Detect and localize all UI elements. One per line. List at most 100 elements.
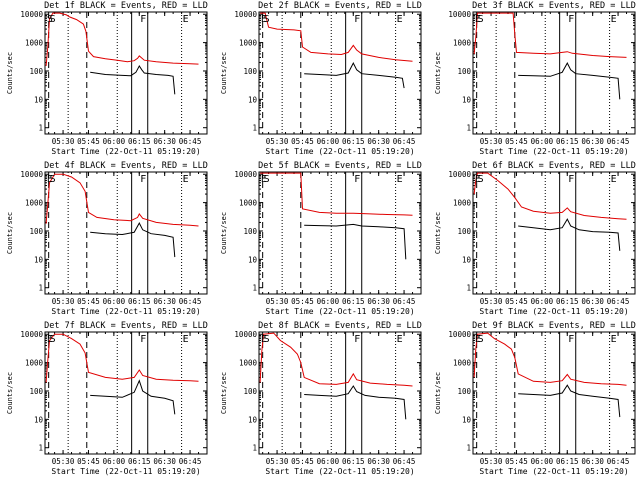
state-marker: S: [478, 334, 484, 345]
x-tick-label: 06:15: [556, 297, 579, 306]
plot-frame: [258, 11, 422, 135]
chart-panel-8: Det 8f BLACK = Events, RED = LLD Start Ti…: [220, 321, 422, 476]
state-marker: F: [354, 174, 360, 185]
x-tick-label: 05:30: [480, 137, 503, 146]
chart-title: Det 7f BLACK = Events, RED = LLD: [44, 321, 208, 331]
state-marker: F: [140, 14, 146, 25]
state-marker: F: [354, 14, 360, 25]
x-tick-label: 06:00: [531, 137, 554, 146]
state-marker: S: [50, 334, 56, 345]
x-tick-label: 06:30: [153, 297, 176, 306]
y-tick-label: 10: [34, 95, 44, 104]
x-tick-label: 06:00: [531, 457, 554, 466]
y-axis-label: Counts/sec: [6, 372, 14, 414]
x-tick-label: 06:30: [153, 457, 176, 466]
plot-frame: [472, 331, 636, 455]
series-line-lld: [259, 332, 413, 387]
x-axis-label: Start Time (22-Oct-11 05:19:20): [479, 307, 628, 316]
x-tick-label: 06:30: [581, 457, 604, 466]
state-marker: E: [475, 174, 481, 185]
series-line-events: [90, 222, 176, 258]
y-tick-label: 10: [248, 95, 258, 104]
x-tick-label: 05:45: [291, 297, 314, 306]
x-tick-label: 06:45: [179, 457, 202, 466]
x-tick-label: 06:15: [556, 137, 579, 146]
y-tick-label: 100: [243, 227, 257, 236]
state-marker: E: [397, 14, 403, 25]
state-marker: E: [183, 14, 189, 25]
chart-title: Det 4f BLACK = Events, RED = LLD: [44, 161, 208, 171]
x-tick-label: 06:00: [317, 457, 340, 466]
state-marker: S: [478, 174, 484, 185]
chart-panel-7: Det 7f BLACK = Events, RED = LLD Start Ti…: [6, 321, 208, 476]
x-axis-label: Start Time (22-Oct-11 05:19:20): [265, 307, 414, 316]
x-tick-label: 06:45: [393, 457, 416, 466]
y-axis-label: Counts/sec: [434, 372, 442, 414]
state-marker: F: [568, 14, 574, 25]
x-tick-label: 05:45: [505, 137, 528, 146]
y-tick-label: 1: [466, 124, 471, 133]
y-tick-label: 10000: [234, 10, 257, 19]
x-tick-label: 05:45: [505, 457, 528, 466]
state-marker: E: [611, 174, 617, 185]
x-axis-label: Start Time (22-Oct-11 05:19:20): [479, 147, 628, 156]
state-marker: E: [47, 334, 53, 345]
x-tick-label: 05:30: [52, 137, 75, 146]
x-tick-label: 06:00: [317, 297, 340, 306]
y-tick-label: 10: [248, 415, 258, 424]
y-axis-label: Counts/sec: [6, 52, 14, 94]
state-marker: E: [183, 174, 189, 185]
y-tick-label: 10000: [448, 10, 471, 19]
series-line-lld: [260, 172, 413, 216]
series-line-lld: [45, 12, 199, 67]
chart-panel-9: Det 9f BLACK = Events, RED = LLD Start Ti…: [434, 321, 636, 476]
y-tick-label: 10000: [20, 170, 43, 179]
state-marker: F: [140, 174, 146, 185]
chart-panel-3: Det 3f BLACK = Events, RED = LLD Start Ti…: [434, 1, 636, 156]
y-axis-label: Counts/sec: [434, 52, 442, 94]
state-marker: E: [261, 334, 267, 345]
chart-title: Det 8f BLACK = Events, RED = LLD: [258, 321, 422, 331]
x-tick-label: 06:00: [103, 457, 126, 466]
x-tick-label: 05:30: [480, 297, 503, 306]
y-tick-label: 10000: [448, 170, 471, 179]
state-marker: S: [47, 14, 53, 25]
y-tick-label: 100: [243, 387, 257, 396]
x-axis-label: Start Time (22-Oct-11 05:19:20): [51, 307, 200, 316]
x-tick-label: 06:45: [179, 297, 202, 306]
x-axis-label: Start Time (22-Oct-11 05:19:20): [479, 467, 628, 476]
y-tick-label: 1000: [453, 39, 472, 48]
series-line-events: [90, 379, 176, 415]
series-line-events: [304, 62, 405, 89]
y-tick-label: 100: [457, 387, 471, 396]
x-tick-label: 05:30: [52, 457, 75, 466]
x-tick-label: 06:00: [531, 297, 554, 306]
x-tick-label: 05:45: [77, 297, 100, 306]
y-axis-label: Counts/sec: [220, 212, 228, 254]
y-axis-label: Counts/sec: [6, 212, 14, 254]
state-marker: F: [140, 334, 146, 345]
x-tick-label: 06:30: [367, 457, 390, 466]
y-tick-label: 1: [252, 444, 257, 453]
x-tick-label: 06:15: [342, 137, 365, 146]
x-tick-label: 05:30: [52, 297, 75, 306]
x-tick-label: 06:15: [128, 297, 151, 306]
y-tick-label: 10000: [234, 330, 257, 339]
x-tick-label: 05:30: [266, 137, 289, 146]
x-tick-label: 06:45: [393, 297, 416, 306]
chart-title: Det 2f BLACK = Events, RED = LLD: [258, 1, 422, 11]
y-axis-label: Counts/sec: [434, 212, 442, 254]
chart-panel-6: Det 6f BLACK = Events, RED = LLD Start Ti…: [434, 161, 636, 316]
chart-panel-4: Det 4f BLACK = Events, RED = LLD Start Ti…: [6, 161, 208, 316]
x-tick-label: 06:30: [581, 137, 604, 146]
x-tick-label: 06:45: [607, 457, 630, 466]
y-tick-label: 1: [252, 124, 257, 133]
x-tick-label: 06:45: [607, 297, 630, 306]
y-tick-label: 1000: [25, 39, 44, 48]
y-tick-label: 10000: [234, 170, 257, 179]
x-tick-label: 05:45: [291, 457, 314, 466]
y-tick-label: 10: [462, 95, 472, 104]
chart-title: Det 5f BLACK = Events, RED = LLD: [258, 161, 422, 171]
state-marker: E: [397, 174, 403, 185]
